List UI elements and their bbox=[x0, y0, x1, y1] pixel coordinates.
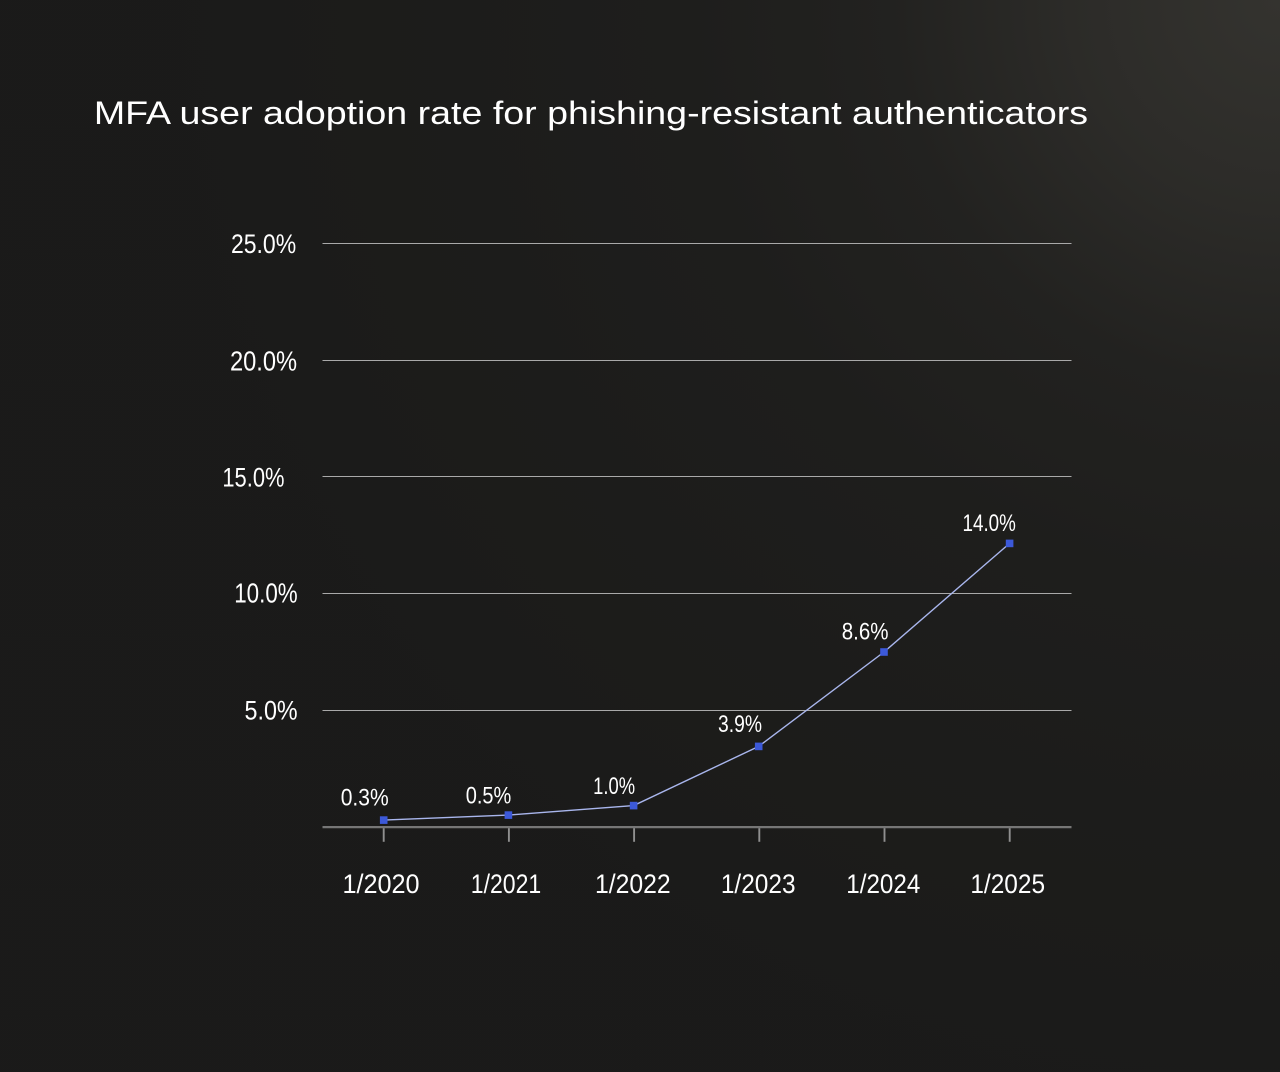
svg-text:14.0%: 14.0% bbox=[963, 510, 1016, 537]
svg-text:3.9%: 3.9% bbox=[718, 710, 762, 737]
svg-text:1/2020: 1/2020 bbox=[342, 868, 419, 899]
svg-text:0.5%: 0.5% bbox=[466, 782, 512, 809]
svg-text:0.3%: 0.3% bbox=[341, 785, 389, 811]
svg-text:5.0%: 5.0% bbox=[245, 696, 298, 726]
svg-text:10.0%: 10.0% bbox=[234, 579, 297, 610]
svg-text:1/2023: 1/2023 bbox=[721, 870, 796, 899]
svg-text:8.6%: 8.6% bbox=[842, 618, 889, 645]
svg-text:1/2024: 1/2024 bbox=[846, 870, 920, 899]
svg-text:1/2025: 1/2025 bbox=[970, 870, 1045, 899]
svg-text:1/2022: 1/2022 bbox=[595, 870, 671, 899]
svg-text:15.0%: 15.0% bbox=[222, 463, 284, 493]
svg-text:MFA user adoption rate for phi: MFA user adoption rate for phishing-resi… bbox=[94, 95, 1088, 131]
svg-text:20.0%: 20.0% bbox=[230, 347, 297, 377]
svg-text:25.0%: 25.0% bbox=[231, 229, 296, 259]
svg-text:1.0%: 1.0% bbox=[593, 773, 635, 800]
svg-text:1/2021: 1/2021 bbox=[471, 870, 541, 900]
